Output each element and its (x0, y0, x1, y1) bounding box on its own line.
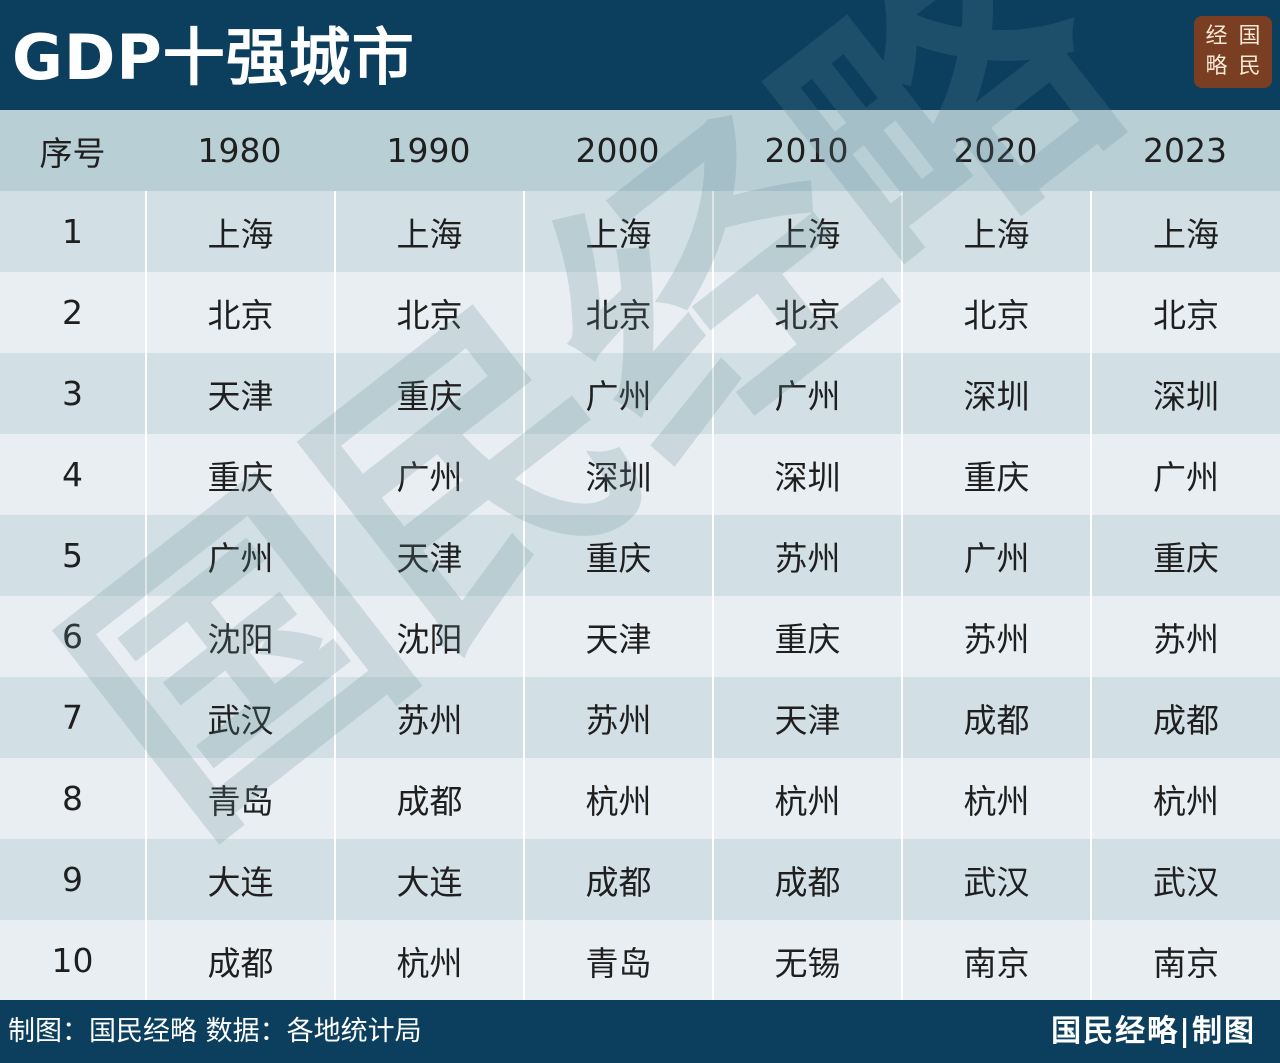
city-cell: 南京 (901, 920, 1090, 1001)
title-bar: GDP十强城市 经 国 略 民 (0, 0, 1280, 110)
city-cell: 沈阳 (334, 596, 523, 677)
rank-cell: 8 (62, 779, 83, 818)
city-cell: 沈阳 (145, 596, 334, 677)
table-row: 1 上海 上海 上海 上海 上海 上海 (0, 191, 1280, 272)
city-cell: 北京 (1090, 272, 1280, 353)
city-cell: 深圳 (1090, 353, 1280, 434)
column-header-year: 2023 (1143, 131, 1227, 170)
footer-bar: 制图：国民经略 数据：各地统计局 国民经略|制图 (0, 1000, 1280, 1063)
table-row: 2 北京 北京 北京 北京 北京 北京 (0, 272, 1280, 353)
city-cell: 上海 (145, 191, 334, 272)
table-row: 6 沈阳 沈阳 天津 重庆 苏州 苏州 (0, 596, 1280, 677)
city-cell: 北京 (523, 272, 712, 353)
city-cell: 深圳 (523, 434, 712, 515)
rank-cell: 2 (62, 293, 83, 332)
city-cell: 天津 (712, 677, 901, 758)
city-cell: 成都 (145, 920, 334, 1001)
city-cell: 北京 (145, 272, 334, 353)
city-cell: 重庆 (334, 353, 523, 434)
seal-char: 民 (1238, 54, 1261, 79)
city-cell: 上海 (1090, 191, 1280, 272)
city-cell: 成都 (901, 677, 1090, 758)
city-cell: 杭州 (1090, 758, 1280, 839)
table-row: 5 广州 天津 重庆 苏州 广州 重庆 (0, 515, 1280, 596)
city-cell: 大连 (334, 839, 523, 920)
city-cell: 重庆 (712, 596, 901, 677)
city-cell: 天津 (334, 515, 523, 596)
rank-cell: 9 (62, 860, 83, 899)
city-cell: 杭州 (334, 920, 523, 1001)
gdp-ranking-table: 序号 1980 1990 2000 2010 2020 2023 1 上海 上海 上海 上海 上海 上海 2… (0, 110, 1280, 1001)
city-cell: 南京 (1090, 920, 1280, 1001)
footer-brand: 国民经略|制图 (1051, 1014, 1256, 1049)
rank-cell: 6 (62, 617, 83, 656)
city-cell: 广州 (145, 515, 334, 596)
city-cell: 北京 (901, 272, 1090, 353)
table-row: 4 重庆 广州 深圳 深圳 重庆 广州 (0, 434, 1280, 515)
column-header-year: 1980 (197, 131, 282, 170)
city-cell: 青岛 (145, 758, 334, 839)
table-row: 10 成都 杭州 青岛 无锡 南京 南京 (0, 920, 1280, 1001)
table-header-row: 序号 1980 1990 2000 2010 2020 2023 (0, 110, 1280, 191)
rank-cell: 5 (62, 536, 83, 575)
city-cell: 青岛 (523, 920, 712, 1001)
city-cell: 深圳 (712, 434, 901, 515)
city-cell: 杭州 (901, 758, 1090, 839)
table-row: 3 天津 重庆 广州 广州 深圳 深圳 (0, 353, 1280, 434)
city-cell: 上海 (712, 191, 901, 272)
page-title: GDP十强城市 (12, 21, 415, 94)
city-cell: 杭州 (712, 758, 901, 839)
city-cell: 重庆 (523, 515, 712, 596)
city-cell: 天津 (523, 596, 712, 677)
city-cell: 广州 (523, 353, 712, 434)
city-cell: 北京 (334, 272, 523, 353)
city-cell: 重庆 (1090, 515, 1280, 596)
city-cell: 成都 (523, 839, 712, 920)
city-cell: 北京 (712, 272, 901, 353)
seal-char: 国 (1238, 24, 1261, 49)
brand-seal-logo: 经 国 略 民 (1194, 16, 1272, 88)
city-cell: 上海 (901, 191, 1090, 272)
city-cell: 苏州 (712, 515, 901, 596)
city-cell: 苏州 (901, 596, 1090, 677)
city-cell: 成都 (334, 758, 523, 839)
column-header-year: 2020 (953, 131, 1038, 170)
rank-cell: 4 (62, 455, 83, 494)
rank-cell: 1 (62, 212, 83, 251)
column-header-rank: 序号 (39, 133, 106, 173)
seal-char: 经 (1205, 24, 1228, 49)
city-cell: 苏州 (1090, 596, 1280, 677)
table-row: 7 武汉 苏州 苏州 天津 成都 成都 (0, 677, 1280, 758)
city-cell: 天津 (145, 353, 334, 434)
city-cell: 广州 (334, 434, 523, 515)
city-cell: 上海 (523, 191, 712, 272)
city-cell: 大连 (145, 839, 334, 920)
city-cell: 无锡 (712, 920, 901, 1001)
city-cell: 深圳 (901, 353, 1090, 434)
city-cell: 杭州 (523, 758, 712, 839)
city-cell: 苏州 (523, 677, 712, 758)
city-cell: 广州 (712, 353, 901, 434)
city-cell: 广州 (1090, 434, 1280, 515)
city-cell: 广州 (901, 515, 1090, 596)
city-cell: 成都 (712, 839, 901, 920)
table-row: 8 青岛 成都 杭州 杭州 杭州 杭州 (0, 758, 1280, 839)
seal-char: 略 (1205, 54, 1228, 79)
rank-cell: 10 (51, 941, 94, 980)
column-header-year: 2000 (575, 131, 660, 170)
city-cell: 武汉 (145, 677, 334, 758)
city-cell: 重庆 (145, 434, 334, 515)
city-cell: 重庆 (901, 434, 1090, 515)
column-header-year: 1990 (386, 131, 471, 170)
city-cell: 成都 (1090, 677, 1280, 758)
column-header-year: 2010 (764, 131, 849, 170)
table-row: 9 大连 大连 成都 成都 武汉 武汉 (0, 839, 1280, 920)
source-credit: 制图：国民经略 数据：各地统计局 (8, 1016, 422, 1047)
city-cell: 苏州 (334, 677, 523, 758)
rank-cell: 7 (62, 698, 83, 737)
city-cell: 武汉 (901, 839, 1090, 920)
rank-cell: 3 (62, 374, 83, 413)
city-cell: 上海 (334, 191, 523, 272)
city-cell: 武汉 (1090, 839, 1280, 920)
